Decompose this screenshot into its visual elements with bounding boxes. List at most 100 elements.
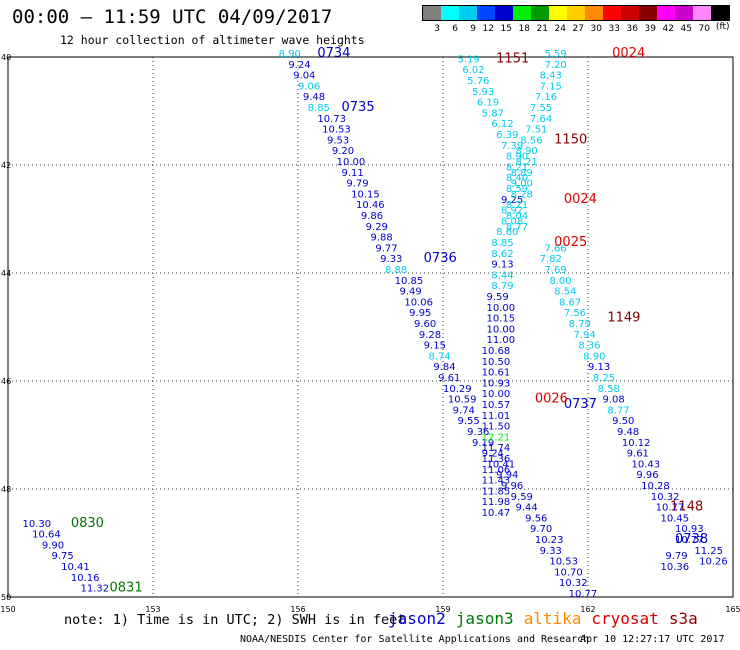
legend-label: 36 <box>626 24 638 34</box>
wave-height-value: 9.24 <box>482 449 504 460</box>
wave-height-value: 8.90 <box>279 49 301 60</box>
wave-height-value: 9.70 <box>530 524 552 535</box>
legend-swatch <box>567 6 585 20</box>
wave-height-value: 8.62 <box>491 249 513 260</box>
wave-height-value: 10.29 <box>443 384 472 395</box>
legend-label: 6 <box>452 24 458 34</box>
pass-time-label: 1150 <box>554 132 587 147</box>
wave-height-value: 8.54 <box>554 287 576 298</box>
legend-label: 18 <box>518 24 530 34</box>
wave-height-value: 10.23 <box>535 535 564 546</box>
wave-height-value: 9.96 <box>636 470 658 481</box>
wave-height-value: 10.45 <box>661 513 690 524</box>
legend-labels: 3 6 9 12 15 18 21 24 27 30 33 36 39 42 45 70 <box>422 24 730 34</box>
wave-height-value: 8.90 <box>516 146 538 157</box>
wave-height-value: 7.55 <box>530 103 552 114</box>
wave-height-value: 11.36 <box>482 454 511 465</box>
wave-height-value: 9.11 <box>342 168 364 179</box>
wave-height-value: 10.93 <box>675 524 704 535</box>
wave-height-value: 10.12 <box>622 438 651 449</box>
wave-height-value: 10.00 <box>487 324 516 335</box>
satellite-legend: jason2 jason3 altika cryosat s3a <box>388 609 708 628</box>
wave-height-value: 9.75 <box>52 551 74 562</box>
wave-height-value: 7.39 <box>501 141 523 152</box>
wave-height-value: 10.15 <box>351 189 380 200</box>
wave-height-value: 10.53 <box>322 125 351 136</box>
pass-time-label: 0025 <box>554 235 587 250</box>
wave-height-value: 11.01 <box>482 411 511 422</box>
wave-height-value: 7.20 <box>545 60 567 71</box>
wave-height-value: 6.39 <box>496 130 518 141</box>
wave-height-value: 7.69 <box>545 265 567 276</box>
satellite-legend-s3a: s3a <box>668 609 698 628</box>
page-subtitle: 12 hour collection of altimeter wave hei… <box>60 33 365 47</box>
legend-swatch <box>459 6 477 20</box>
pass-time-label: 0026 <box>535 392 568 407</box>
wave-height-value: 10.50 <box>482 357 511 368</box>
wave-height-value: 8.77 <box>607 405 629 416</box>
wave-height-value: 10.41 <box>487 459 516 470</box>
legend-label: 12 <box>482 24 494 34</box>
wave-height-value: 10.36 <box>661 562 690 573</box>
y-tick-label: 46 <box>1 377 11 386</box>
wave-height-value: 10.15 <box>487 314 516 325</box>
wave-height-value: 10.61 <box>482 368 511 379</box>
legend-label: 15 <box>500 24 512 34</box>
wave-height-value: 8.74 <box>429 351 451 362</box>
legend-label: 24 <box>554 24 566 34</box>
wave-height-value: 8.21 <box>506 200 528 211</box>
legend-swatch <box>531 6 549 20</box>
wave-height-value: 7.94 <box>574 330 596 341</box>
x-tick-label: 162 <box>580 605 595 614</box>
pass-time-label: 0024 <box>612 46 645 61</box>
pass-time-label: 0736 <box>424 251 457 266</box>
wave-height-value: 10.77 <box>675 535 704 546</box>
wave-height-value: 8.43 <box>540 71 562 82</box>
wave-height-value: 7.66 <box>545 243 567 254</box>
legend-label: 30 <box>590 24 602 34</box>
pass-time-label: 0831 <box>110 581 143 596</box>
legend-label: 3 <box>434 24 440 34</box>
wave-height-value: 9.88 <box>371 233 393 244</box>
wave-height-value: 9.06 <box>298 81 320 92</box>
x-tick-label: 165 <box>725 605 740 614</box>
wave-height-value: 11.85 <box>482 486 511 497</box>
legend-label: 21 <box>536 24 548 34</box>
pass-time-label: 0735 <box>342 100 375 115</box>
wave-height-value: 10.64 <box>32 530 61 541</box>
credit-line: NOAA/NESDIS Center for Satellite Applica… <box>240 634 590 645</box>
legend-label: 27 <box>572 24 584 34</box>
wave-height-value: 11.00 <box>487 335 516 346</box>
wave-height-value: 8.90 <box>506 152 528 163</box>
wave-height-value: 9.94 <box>496 470 518 481</box>
wave-height-value: 8.44 <box>491 270 513 281</box>
wave-height-value: 9.61 <box>438 373 460 384</box>
legend-swatch <box>711 6 729 20</box>
wave-height-value: 7.15 <box>540 81 562 92</box>
x-tick-label: 153 <box>145 605 160 614</box>
y-tick-label: 48 <box>1 485 11 494</box>
wave-height-value: 9.61 <box>627 449 649 460</box>
wave-height-value: 10.68 <box>482 346 511 357</box>
wave-height-value: 8.79 <box>491 281 513 292</box>
wave-height-value: 5.59 <box>545 49 567 60</box>
legend-label: 70 <box>698 24 710 34</box>
legend-label: 33 <box>608 24 620 34</box>
wave-height-value: 9.60 <box>414 319 436 330</box>
y-tick-label: 40 <box>1 53 11 62</box>
satellite-legend-altika: altika <box>523 609 582 628</box>
legend-color-bar <box>422 5 730 21</box>
wave-height-value: 11.43 <box>482 476 511 487</box>
wave-height-value: 7.82 <box>540 254 562 265</box>
legend-label: 39 <box>644 24 656 34</box>
wave-height-value: 9.24 <box>288 60 310 71</box>
wave-height-value: 8.58 <box>598 384 620 395</box>
wave-height-value: 9.48 <box>303 92 325 103</box>
wave-height-value: 12.21 <box>482 432 511 443</box>
wave-height-value: 10.16 <box>71 573 100 584</box>
legend-swatch <box>513 6 531 20</box>
timestamp: Apr 10 12:27:17 UTC 2017 <box>580 634 725 645</box>
wave-height-value: 10.85 <box>395 276 424 287</box>
wave-height-value: 9.44 <box>516 503 538 514</box>
